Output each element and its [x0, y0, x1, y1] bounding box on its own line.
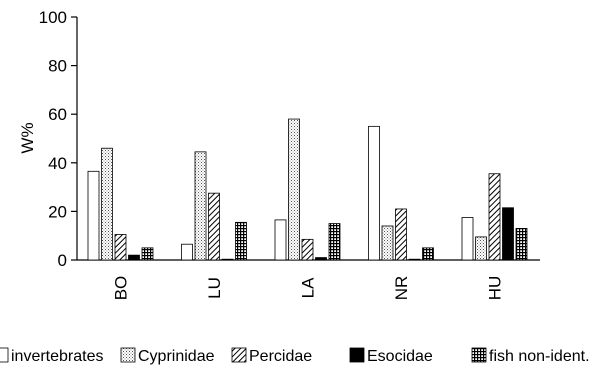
legend-swatch [349, 347, 365, 363]
legend: invertebrates Cyprinidae Percidae Esocidae f… [0, 347, 590, 365]
axes: 0 20 40 60 80 100 [39, 8, 540, 270]
y-tick-label: 100 [39, 8, 67, 27]
bar-hu-invertebrates [461, 217, 474, 261]
bar-bo-invertebrates [87, 170, 100, 261]
bar-lu-esocidae [221, 258, 234, 261]
y-axis-label: W% [18, 122, 37, 153]
bar-bo-fish-non-ident [141, 247, 154, 261]
y-tick-label: 80 [48, 57, 67, 76]
bar-bo-cyprinidae [101, 147, 113, 261]
x-category-label: LU [205, 277, 224, 299]
bar-bo-percidae [114, 234, 127, 261]
x-category-label: BO [112, 276, 131, 301]
x-category-label: HU [486, 276, 505, 301]
bar-lu-cyprinidae [194, 151, 207, 261]
bar-la-cyprinidae [288, 118, 300, 261]
bar-hu-esocidae [502, 207, 514, 261]
bar-nr-fish-non-ident [422, 247, 434, 261]
bar-lu-invertebrates [181, 243, 193, 261]
category-labels: BO LU LA NR HU [112, 276, 505, 301]
x-category-label: LA [299, 277, 318, 298]
bar-la-invertebrates [274, 219, 287, 261]
bar-nr-cyprinidae [381, 225, 394, 261]
y-tick-label: 20 [48, 202, 67, 221]
legend-label: invertebrates [11, 348, 104, 365]
legend-label: Cyprinidae [138, 348, 215, 365]
legend-swatch [120, 347, 136, 363]
legend-label: Esocidae [367, 348, 433, 365]
y-tick-label: 40 [48, 154, 67, 173]
bar-la-fish-non-ident [328, 223, 341, 261]
y-tick-label: 60 [48, 105, 67, 124]
bars [87, 118, 528, 261]
bar-la-esocidae [315, 257, 327, 261]
legend-label: Percidae [249, 348, 312, 365]
bar-la-percidae [301, 238, 314, 261]
bar-nr-invertebrates [368, 125, 380, 261]
bar-hu-percidae [488, 173, 501, 261]
legend-swatch [0, 347, 9, 363]
bar-nr-percidae [395, 208, 407, 261]
bar-lu-fish-non-ident [235, 221, 247, 261]
legend-swatch [471, 347, 487, 363]
bar-bo-esocidae [128, 254, 140, 261]
x-category-label: NR [392, 276, 411, 301]
legend-swatch [231, 347, 247, 363]
legend-label: fish non-ident. [489, 348, 590, 365]
bar-lu-percidae [208, 192, 220, 261]
bar-hu-fish-non-ident [515, 228, 528, 261]
y-tick-label: 0 [58, 251, 67, 270]
bar-nr-esocidae [408, 258, 421, 261]
bar-hu-cyprinidae [475, 236, 487, 261]
